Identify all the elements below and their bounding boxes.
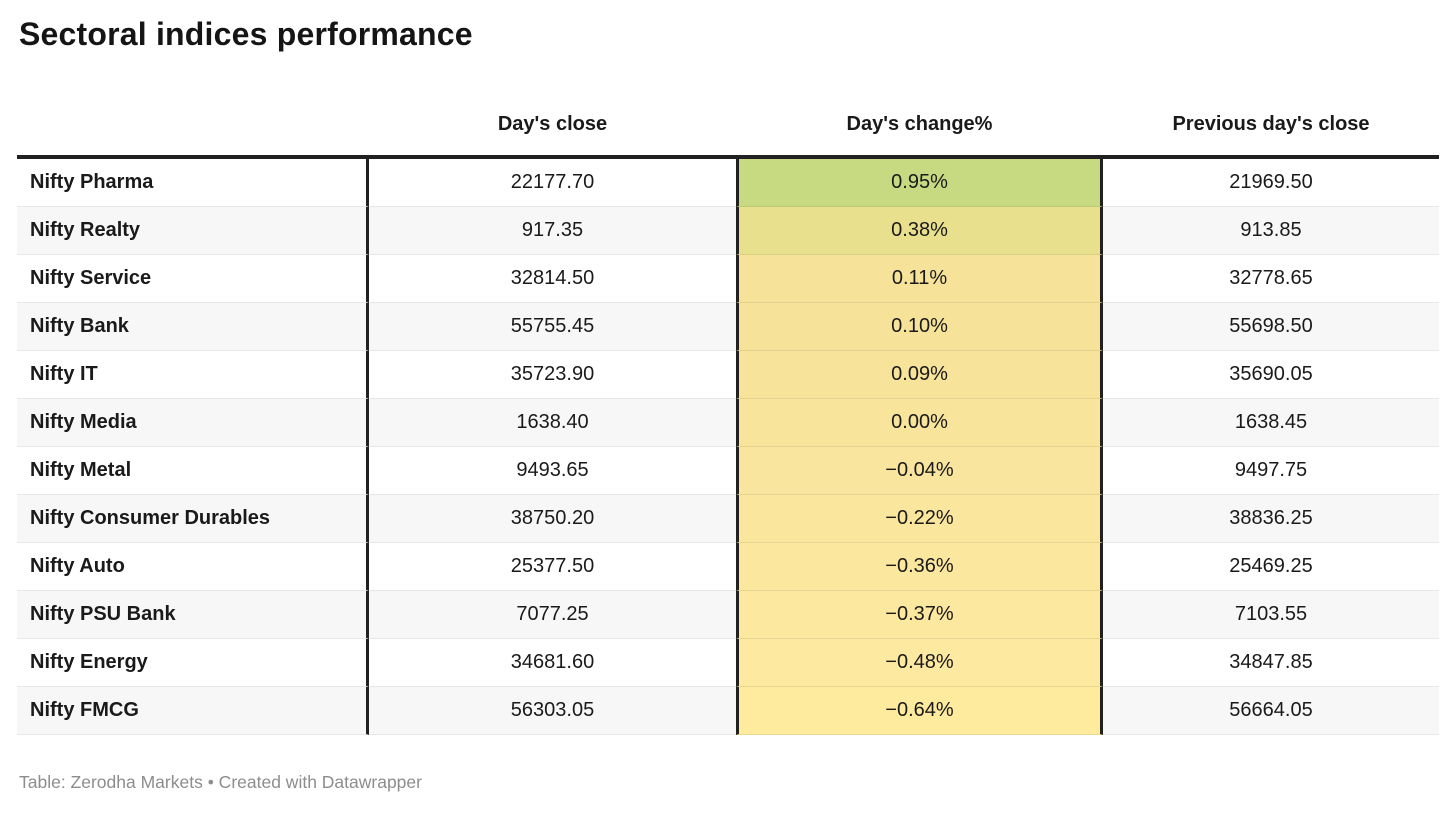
days-close-value: 55755.45 xyxy=(369,303,736,351)
days-close-value: 22177.70 xyxy=(369,159,736,207)
days-close-value: 35723.90 xyxy=(369,351,736,399)
days-change-value: −0.64% xyxy=(736,687,1103,735)
previous-close-value: 56664.05 xyxy=(1103,687,1439,735)
table-row: Nifty Media 1638.40 0.00% 1638.45 xyxy=(17,399,1439,447)
previous-close-value: 35690.05 xyxy=(1103,351,1439,399)
days-close-value: 34681.60 xyxy=(369,639,736,687)
days-close-value: 917.35 xyxy=(369,207,736,255)
column-header-days-change: Day's change% xyxy=(846,113,993,135)
row-label: Nifty FMCG xyxy=(17,687,369,735)
table-row: Nifty IT 35723.90 0.09% 35690.05 xyxy=(17,351,1439,399)
table-row: Nifty FMCG 56303.05 −0.64% 56664.05 xyxy=(17,687,1439,735)
days-close-value: 7077.25 xyxy=(369,591,736,639)
table-row: Nifty PSU Bank 7077.25 −0.37% 7103.55 xyxy=(17,591,1439,639)
days-change-value: −0.22% xyxy=(736,495,1103,543)
days-close-value: 1638.40 xyxy=(369,399,736,447)
days-close-value: 25377.50 xyxy=(369,543,736,591)
previous-close-value: 25469.25 xyxy=(1103,543,1439,591)
row-label: Nifty Pharma xyxy=(17,159,369,207)
table-row: Nifty Bank 55755.45 0.10% 55698.50 xyxy=(17,303,1439,351)
days-change-value: −0.04% xyxy=(736,447,1103,495)
table-body: Nifty Pharma 22177.70 0.95% 21969.50 Nifty R… xyxy=(17,155,1439,735)
days-change-value: 0.09% xyxy=(736,351,1103,399)
table-row: Nifty Metal 9493.65 −0.04% 9497.75 xyxy=(17,447,1439,495)
previous-close-value: 1638.45 xyxy=(1103,399,1439,447)
days-change-value: 0.95% xyxy=(736,159,1103,207)
row-label: Nifty Energy xyxy=(17,639,369,687)
row-label: Nifty Consumer Durables xyxy=(17,495,369,543)
row-label: Nifty Auto xyxy=(17,543,369,591)
table-row: Nifty Energy 34681.60 −0.48% 34847.85 xyxy=(17,639,1439,687)
previous-close-value: 32778.65 xyxy=(1103,255,1439,303)
days-change-value: 0.00% xyxy=(736,399,1103,447)
previous-close-value: 21969.50 xyxy=(1103,159,1439,207)
previous-close-value: 38836.25 xyxy=(1103,495,1439,543)
days-change-value: 0.11% xyxy=(736,255,1103,303)
previous-close-value: 913.85 xyxy=(1103,207,1439,255)
column-header-previous-days-close: Previous day's close xyxy=(1172,113,1370,135)
days-change-value: −0.37% xyxy=(736,591,1103,639)
previous-close-value: 55698.50 xyxy=(1103,303,1439,351)
column-header-days-close: Day's close xyxy=(497,113,608,135)
page-title: Sectoral indices performance xyxy=(19,16,473,52)
row-label: Nifty Media xyxy=(17,399,369,447)
row-label: Nifty PSU Bank xyxy=(17,591,369,639)
table-row: Nifty Consumer Durables 38750.20 −0.22% 388… xyxy=(17,495,1439,543)
row-label: Nifty Realty xyxy=(17,207,369,255)
previous-close-value: 7103.55 xyxy=(1103,591,1439,639)
days-change-value: −0.36% xyxy=(736,543,1103,591)
table-row: Nifty Auto 25377.50 −0.36% 25469.25 xyxy=(17,543,1439,591)
table-row: Nifty Realty 917.35 0.38% 913.85 xyxy=(17,207,1439,255)
table-row: Nifty Pharma 22177.70 0.95% 21969.50 xyxy=(17,159,1439,207)
days-close-value: 38750.20 xyxy=(369,495,736,543)
days-change-value: 0.10% xyxy=(736,303,1103,351)
table-credit: Table: Zerodha Markets • Created with Da… xyxy=(19,772,422,792)
days-change-value: −0.48% xyxy=(736,639,1103,687)
row-label: Nifty IT xyxy=(17,351,369,399)
row-label: Nifty Service xyxy=(17,255,369,303)
column-header-index xyxy=(17,136,369,146)
days-close-value: 56303.05 xyxy=(369,687,736,735)
days-close-value: 32814.50 xyxy=(369,255,736,303)
row-label: Nifty Bank xyxy=(17,303,369,351)
days-change-value: 0.38% xyxy=(736,207,1103,255)
table-row: Nifty Service 32814.50 0.11% 32778.65 xyxy=(17,255,1439,303)
previous-close-value: 9497.75 xyxy=(1103,447,1439,495)
table-header-row: Day's close Day's change% Previous day's… xyxy=(17,106,1439,146)
previous-close-value: 34847.85 xyxy=(1103,639,1439,687)
row-label: Nifty Metal xyxy=(17,447,369,495)
days-close-value: 9493.65 xyxy=(369,447,736,495)
